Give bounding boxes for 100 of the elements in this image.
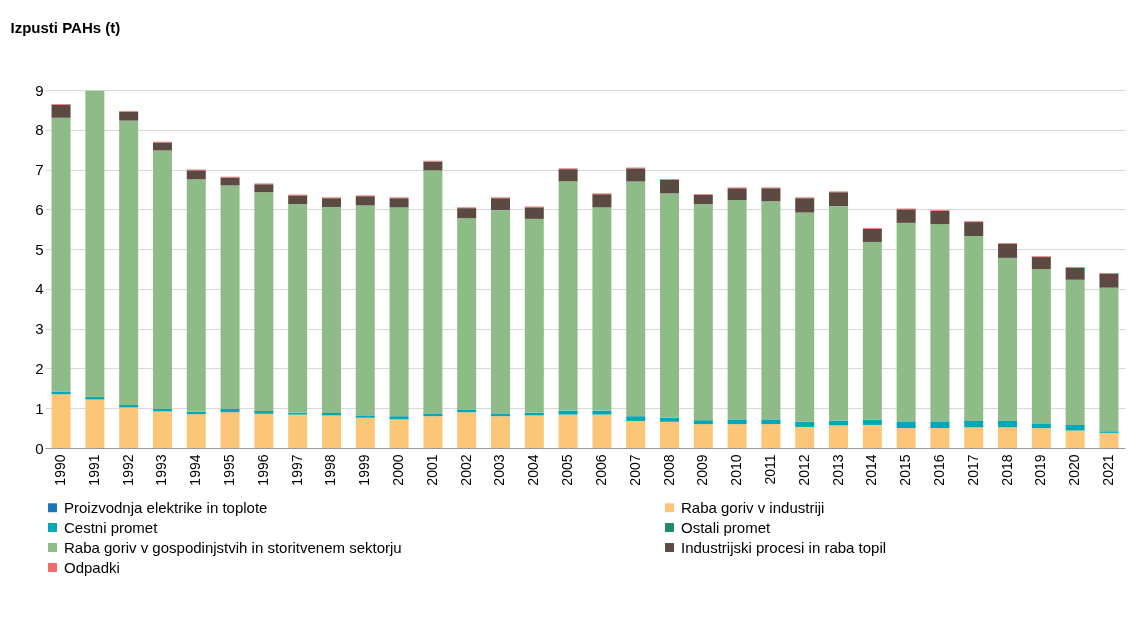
legend-label: Cestni promet xyxy=(64,518,159,536)
x-tick-label: 1991 xyxy=(85,454,102,486)
x-tick-label: 2008 xyxy=(660,454,677,486)
x-tick-label: 1993 xyxy=(153,454,170,486)
x-tick-label: 1992 xyxy=(119,454,136,486)
x-tick-label: 2009 xyxy=(694,454,711,486)
y-axis-title: Izpusti PAHs (t) xyxy=(10,18,121,36)
bar xyxy=(727,419,747,425)
bar xyxy=(524,218,544,413)
x-tick-label: 2006 xyxy=(592,454,609,486)
bar xyxy=(592,414,612,448)
bar xyxy=(930,428,950,448)
bar xyxy=(85,399,105,448)
x-tick-label: 2002 xyxy=(457,454,474,486)
bar xyxy=(1065,279,1085,425)
bar xyxy=(660,421,680,448)
bar xyxy=(660,179,680,194)
x-tick-label: 2013 xyxy=(829,454,846,486)
x-tick-label: 2014 xyxy=(863,454,880,486)
y-tick-label: 8 xyxy=(35,121,44,139)
bar xyxy=(998,427,1018,448)
bar xyxy=(795,421,815,427)
legend-label: Raba goriv v industriji xyxy=(681,498,825,516)
bar xyxy=(795,198,815,213)
bar xyxy=(693,204,713,421)
y-tick-label: 0 xyxy=(35,439,44,457)
bar xyxy=(186,414,206,448)
bar xyxy=(254,192,274,412)
bar xyxy=(896,209,916,223)
x-tick-label: 1996 xyxy=(254,454,271,486)
bar xyxy=(1099,273,1119,288)
bar xyxy=(389,198,409,208)
bar xyxy=(592,410,612,415)
x-tick-label: 2015 xyxy=(897,454,914,486)
bar xyxy=(727,200,747,420)
bar xyxy=(1031,423,1051,429)
bar xyxy=(693,195,713,205)
bar xyxy=(457,208,477,219)
bar xyxy=(457,409,477,413)
bar xyxy=(423,416,443,448)
bar xyxy=(355,196,375,206)
bar xyxy=(727,188,747,201)
bar xyxy=(152,150,172,410)
bar xyxy=(998,420,1018,428)
bar xyxy=(761,201,781,420)
bar xyxy=(862,424,882,448)
bar xyxy=(761,424,781,448)
bar xyxy=(558,169,578,182)
bar xyxy=(423,161,443,171)
x-tick-label: 2000 xyxy=(390,454,407,486)
bar xyxy=(795,426,815,448)
bar xyxy=(761,419,781,425)
legend-label: Proizvodnja elektrike in toplote xyxy=(64,498,268,516)
x-tick-label: 2005 xyxy=(559,454,576,486)
x-tick-label: 1998 xyxy=(322,454,339,486)
y-tick-label: 2 xyxy=(35,359,44,377)
x-tick-label: 2001 xyxy=(423,454,440,486)
bar xyxy=(85,90,105,398)
bar xyxy=(727,424,747,448)
bar xyxy=(1065,424,1085,431)
bar xyxy=(660,417,680,422)
bar xyxy=(51,117,71,392)
bar xyxy=(490,413,510,417)
x-tick-label: 2020 xyxy=(1066,454,1083,486)
bar xyxy=(829,206,849,421)
bar xyxy=(288,414,308,448)
legend-label: Raba goriv v gospodinjstvih in storitvenem sektorju xyxy=(64,538,402,556)
bar xyxy=(998,257,1018,421)
bar xyxy=(592,194,612,208)
bar xyxy=(220,409,240,413)
x-tick-label: 2010 xyxy=(728,454,745,486)
bar xyxy=(490,198,510,211)
bar xyxy=(186,170,206,180)
bar xyxy=(152,411,172,448)
x-tick-label: 1990 xyxy=(52,454,69,486)
bar xyxy=(964,427,984,448)
y-tick-label: 1 xyxy=(35,399,44,417)
legend-label: Industrijski procesi in raba topil xyxy=(681,538,887,556)
bar xyxy=(389,207,409,417)
bar xyxy=(862,228,882,242)
bar xyxy=(930,210,950,225)
bar xyxy=(524,415,544,448)
x-tick-label: 1995 xyxy=(221,454,238,486)
bar xyxy=(254,184,274,193)
y-tick-label: 4 xyxy=(35,280,44,298)
bar xyxy=(862,241,882,420)
x-tick-label: 2021 xyxy=(1099,454,1116,486)
x-tick-label: 2016 xyxy=(930,454,947,486)
bar xyxy=(1099,287,1119,432)
bar xyxy=(1031,269,1051,424)
bar xyxy=(254,411,274,414)
bar xyxy=(355,205,375,416)
bar xyxy=(862,419,882,425)
y-tick-label: 9 xyxy=(35,81,44,99)
x-tick-label: 1994 xyxy=(187,454,204,486)
bar xyxy=(355,417,375,448)
bar xyxy=(761,188,781,202)
bar xyxy=(896,222,916,422)
bar xyxy=(964,222,984,236)
bar xyxy=(930,224,950,422)
